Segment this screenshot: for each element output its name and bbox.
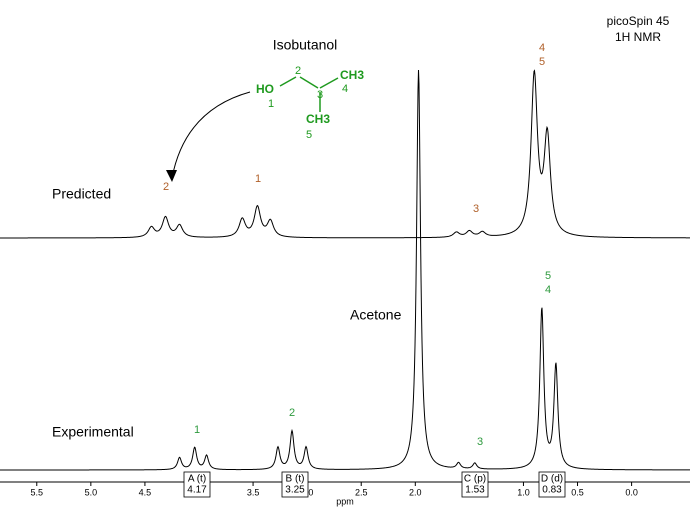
x-tick-label: 2.0 [409,487,422,497]
integral-label: A (t) [188,474,206,485]
integral-box [461,471,489,498]
x-tick-label: 5.5 [31,487,44,497]
atom: CH3 [340,68,364,82]
spectrum-trace [0,69,690,471]
atom: CH3 [306,112,330,126]
atom-number: 4 [342,83,348,95]
integral-value: 0.83 [542,485,562,496]
chart-title: picoSpin 45 [607,14,670,28]
series-label: Experimental [52,424,134,440]
integral-value: 1.53 [465,485,485,496]
atom-number: 1 [268,98,274,110]
spectrum-trace [0,69,690,239]
bond [279,76,297,87]
peak-label: 4 [539,42,545,54]
x-tick-label: 4.5 [139,487,152,497]
bond [299,76,319,89]
peak-label: 2 [163,181,169,193]
atom: HO [256,82,274,96]
x-tick-label: 0.5 [571,487,584,497]
x-tick-label: 1.0 [517,487,530,497]
arrow [171,91,251,179]
integral-value: 4.17 [187,485,207,496]
molecule-name: Isobutanol [273,37,338,53]
peak-label: 1 [194,424,200,436]
x-axis-label: ppm [336,496,354,506]
x-tick-label: 5.0 [85,487,98,497]
atom-number: 2 [295,65,301,77]
integral-box [538,471,566,498]
integral-label: C (p) [464,474,486,485]
chart-subtitle: 1H NMR [615,30,661,44]
peak-label: 3 [477,436,483,448]
x-tick-label: 2.5 [355,487,368,497]
integral-box [281,471,309,498]
integral-label: D (d) [541,474,563,485]
peak-label: 5 [545,270,551,282]
peak-label: 4 [545,284,551,296]
integral-label: B (t) [286,474,305,485]
bond [319,77,339,89]
peak-label: 1 [255,173,261,185]
arrow-head [166,170,177,182]
atom-number: 3 [317,89,323,101]
series-label: Predicted [52,186,111,202]
peak-label: 5 [539,56,545,68]
integral-value: 3.25 [285,485,305,496]
x-tick-label: 3.5 [247,487,260,497]
molecule [279,76,339,112]
integral-box [183,471,211,498]
x-tick-label: 0.0 [625,487,638,497]
atom-number: 5 [306,129,312,141]
peak-annotation: Acetone [350,307,402,323]
peak-label: 3 [473,203,479,215]
peak-label: 2 [289,407,295,419]
